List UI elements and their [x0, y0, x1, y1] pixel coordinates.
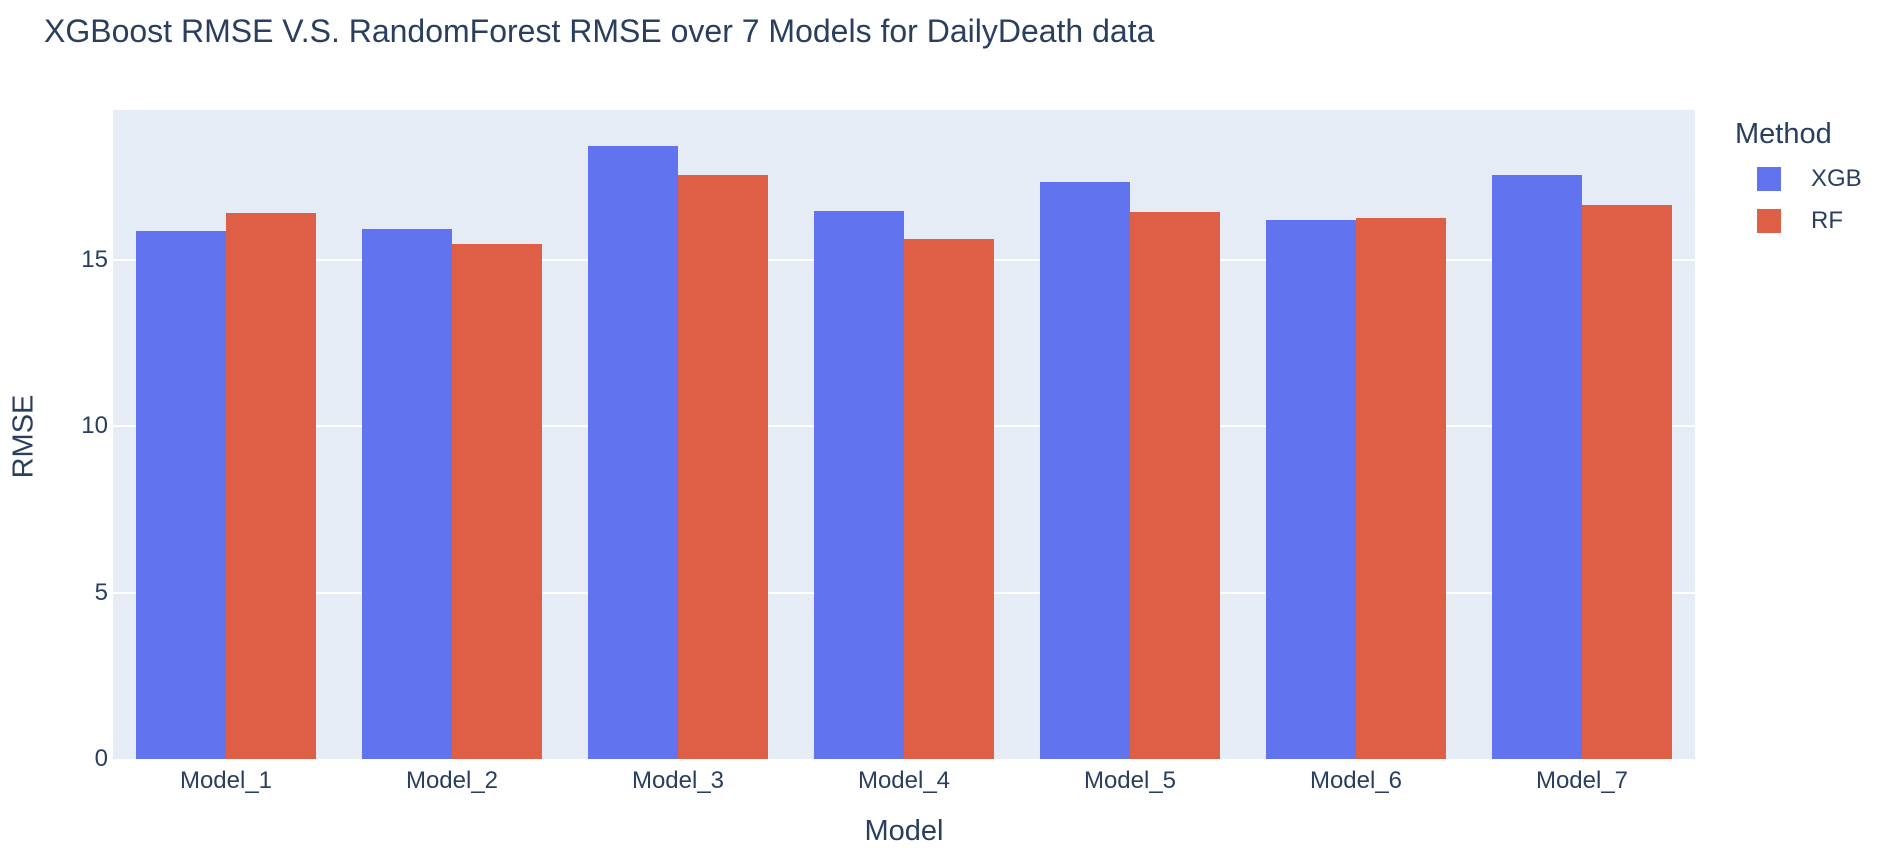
legend: Method XGB RF [1735, 118, 1875, 249]
bar-rf-model_7[interactable] [1582, 205, 1672, 759]
x-tick-label-model_5: Model_5 [1083, 767, 1177, 794]
legend-label-xgb: XGB [1811, 165, 1862, 192]
bar-rf-model_6[interactable] [1356, 217, 1446, 759]
y-tick-label-0: 0 [94, 745, 108, 772]
bar-rf-model_1[interactable] [226, 212, 316, 759]
legend-title: Method [1735, 118, 1832, 150]
y-tick-label-5: 5 [94, 578, 108, 606]
y-tick-label-10: 10 [81, 412, 108, 440]
y-tick-label-15: 15 [81, 245, 108, 273]
x-tick-label-model_2: Model_2 [405, 767, 499, 794]
bar-xgb-model_6[interactable] [1266, 220, 1356, 759]
bar-xgb-model_1[interactable] [136, 231, 226, 759]
bar-rf-model_3[interactable] [678, 174, 768, 759]
x-tick-label-model_1: Model_1 [179, 767, 273, 794]
x-axis-title: Model [864, 815, 944, 847]
bar-xgb-model_5[interactable] [1040, 182, 1130, 759]
bar-rf-model_2[interactable] [452, 244, 542, 759]
legend-item-rf[interactable]: RF [1757, 207, 1875, 235]
legend-swatch-xgb [1757, 167, 1781, 191]
x-tick-label-model_6: Model_6 [1309, 767, 1403, 794]
bar-xgb-model_4[interactable] [814, 210, 904, 759]
legend-item-xgb[interactable]: XGB [1757, 165, 1875, 193]
bar-rf-model_5[interactable] [1130, 211, 1220, 759]
plot-area [113, 110, 1695, 759]
x-tick-label-model_3: Model_3 [631, 767, 725, 794]
legend-swatch-rf [1757, 209, 1781, 233]
legend-items: XGB RF [1735, 165, 1875, 235]
bar-xgb-model_2[interactable] [362, 228, 452, 759]
x-tick-label-model_4: Model_4 [857, 767, 951, 794]
bar-rf-model_4[interactable] [904, 239, 994, 759]
x-tick-label-model_7: Model_7 [1535, 767, 1629, 794]
chart-title: XGBoost RMSE V.S. RandomForest RMSE over… [44, 13, 1155, 49]
bar-xgb-model_7[interactable] [1492, 174, 1582, 759]
bar-xgb-model_3[interactable] [588, 145, 678, 759]
legend-label-rf: RF [1811, 207, 1843, 234]
y-axis-title: RMSE [7, 394, 40, 479]
